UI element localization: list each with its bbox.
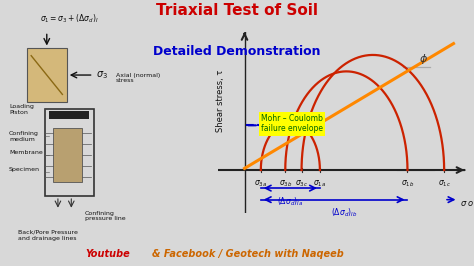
Text: Specimen: Specimen [9, 167, 40, 172]
Text: Axial (normal)
stress: Axial (normal) stress [116, 73, 160, 84]
Text: Back/Pore Pressure
and drainage lines: Back/Pore Pressure and drainage lines [18, 230, 78, 241]
Polygon shape [49, 111, 89, 119]
Text: $\sigma_{1c}$: $\sigma_{1c}$ [438, 178, 451, 189]
Text: $\sigma_{1b}$: $\sigma_{1b}$ [401, 178, 414, 189]
Text: $\sigma_3$: $\sigma_3$ [96, 69, 108, 81]
Text: $\sigma_{3c}$: $\sigma_{3c}$ [295, 178, 308, 189]
Text: Youtube: Youtube [85, 249, 130, 259]
Text: $\sigma_1 = \sigma_3 + (\Delta\sigma_d)_I$: $\sigma_1 = \sigma_3 + (\Delta\sigma_d)_… [40, 12, 99, 24]
Text: $\sigma_{3b}$: $\sigma_{3b}$ [279, 178, 292, 189]
Text: $(\Delta\sigma_d)_{Ia}$: $(\Delta\sigma_d)_{Ia}$ [277, 195, 303, 208]
Text: ϕ: ϕ [419, 54, 427, 64]
Text: Loading
Piston: Loading Piston [9, 104, 34, 115]
Text: Mohr – Coulomb
failure envelope: Mohr – Coulomb failure envelope [261, 114, 323, 133]
Text: Detailed Demonstration: Detailed Demonstration [153, 45, 321, 58]
Text: Confining
medium: Confining medium [9, 131, 39, 142]
Polygon shape [54, 128, 82, 182]
Text: $\sigma_{1a}$: $\sigma_{1a}$ [313, 178, 327, 189]
Text: & Facebook / Geotech with Naqeeb: & Facebook / Geotech with Naqeeb [152, 249, 344, 259]
Text: $\sigma$ or $\sigma'$: $\sigma$ or $\sigma'$ [460, 197, 474, 209]
Text: Confining
pressure line: Confining pressure line [85, 211, 125, 221]
Text: $(\Delta\sigma_d)_{Ib}$: $(\Delta\sigma_d)_{Ib}$ [331, 207, 357, 219]
Text: $\sigma_{3a}$: $\sigma_{3a}$ [254, 178, 267, 189]
Polygon shape [27, 48, 67, 102]
Text: Shear stress, τ: Shear stress, τ [216, 70, 225, 132]
Text: Triaxial Test of Soil: Triaxial Test of Soil [156, 3, 318, 18]
Text: Membrane: Membrane [9, 150, 43, 155]
